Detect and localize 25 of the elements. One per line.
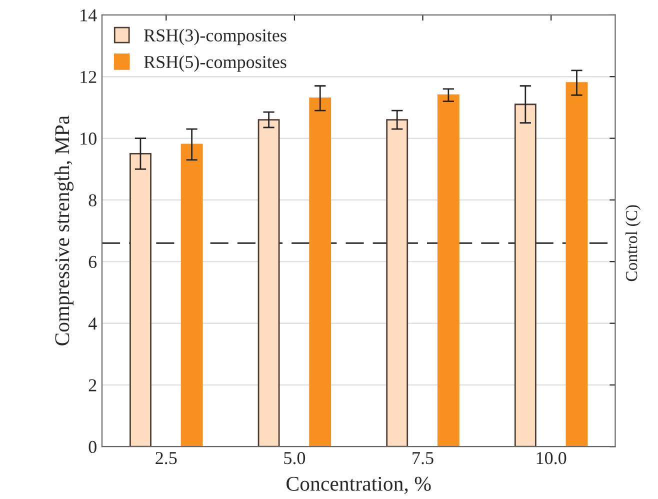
x-axis-title: Concentration, % [286,476,431,494]
x-tick-label: 2.5 [156,452,177,464]
bar [514,104,536,447]
y-axis-title: Compressive strength, MPa [54,116,74,346]
bar [386,119,408,447]
x-tick-label: 10.0 [536,452,566,464]
y-tick-label: 4 [88,318,97,330]
bar [180,144,203,447]
y-tick-label: 2 [88,379,96,392]
y-tick-label: 14 [80,9,97,22]
legend-label: RSH(5)-composites [144,55,286,72]
ref-line-label: Control (C) [625,205,641,282]
y-tick-label: 0 [88,440,96,454]
y-tick-label: 6 [88,256,97,268]
bar [566,82,588,447]
x-tick-label: 5.0 [284,452,306,464]
bar [258,119,280,447]
bar [130,153,152,447]
legend-label: RSH(3)-composites [144,28,286,46]
y-tick-label: 8 [88,194,96,206]
y-tick-label: 10 [80,132,96,145]
y-tick-label: 12 [80,70,96,83]
x-tick-label: 7.5 [412,452,434,464]
bar [437,94,460,447]
bar [309,98,332,447]
